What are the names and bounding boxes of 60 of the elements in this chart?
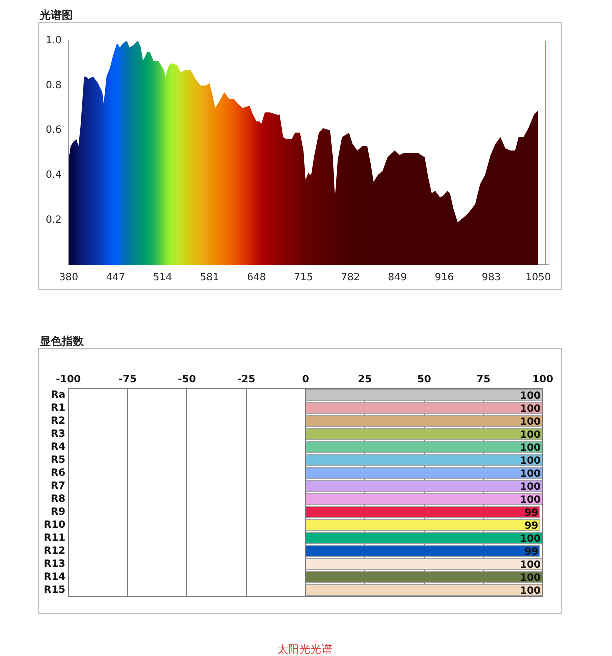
- data-label: 100: [520, 391, 542, 402]
- x-tick-label: 447: [106, 272, 126, 284]
- data-label: 99: [524, 521, 539, 532]
- data-label: 100: [520, 456, 542, 468]
- x-tick-label: 648: [247, 272, 266, 284]
- data-label: 100: [520, 573, 542, 584]
- data-label: 100: [520, 482, 542, 494]
- y-tick-label: 0.4: [46, 170, 62, 181]
- data-label: 100: [520, 534, 542, 546]
- x-tick-label: 916: [435, 272, 454, 284]
- y-tick-label: 0.2: [46, 214, 62, 226]
- chart-title: 光谱图: [40, 8, 74, 22]
- x-tick-label: -25: [237, 374, 256, 386]
- y-tick-label: R6: [50, 468, 66, 480]
- data-label: 100: [520, 560, 542, 572]
- y-tick-label: R4: [50, 442, 66, 454]
- x-tick-label: 25: [358, 374, 372, 386]
- chart-title: 显色指数: [40, 334, 85, 348]
- text: 太阳光光谱: [276, 642, 334, 656]
- y-tick-label: R11: [44, 533, 66, 544]
- data-label: 100: [520, 430, 542, 442]
- x-tick-label: 782: [341, 272, 360, 284]
- data-label: 100: [520, 495, 542, 506]
- data-label: 100: [520, 443, 542, 454]
- data-label: 100: [520, 586, 542, 598]
- data-label: 99: [524, 508, 539, 520]
- y-tick-label: R1: [50, 403, 66, 414]
- y-tick-label: R14: [44, 572, 66, 584]
- y-tick-label: Ra: [51, 390, 66, 402]
- data-label: 100: [520, 404, 542, 416]
- y-tick-label: R15: [44, 585, 66, 596]
- y-tick-label: R9: [50, 507, 66, 518]
- x-tick-label: 380: [59, 272, 78, 284]
- y-tick-label: R10: [44, 520, 66, 532]
- x-tick-label: 50: [417, 374, 432, 386]
- x-tick-label: 0: [302, 374, 310, 386]
- y-tick-label: 0.6: [46, 125, 62, 136]
- x-tick-label: 514: [153, 272, 172, 284]
- data-label: 100: [520, 469, 542, 480]
- x-tick-label: 75: [476, 374, 491, 386]
- x-tick-label: 849: [388, 272, 408, 284]
- x-tick-label: 581: [200, 272, 220, 284]
- y-tick-label: R13: [44, 559, 66, 570]
- y-tick-label: R5: [50, 455, 66, 466]
- y-tick-label: 1.0: [46, 36, 62, 47]
- x-tick-label: -50: [178, 374, 196, 386]
- x-tick-label: 100: [532, 374, 554, 386]
- y-tick-label: R2: [50, 416, 66, 428]
- y-tick-label: R7: [50, 481, 66, 492]
- x-tick-label: 983: [482, 272, 502, 284]
- y-tick-label: 0.8: [46, 80, 62, 92]
- x-tick-label: -75: [118, 374, 137, 386]
- x-tick-label: 715: [294, 272, 314, 284]
- y-tick-label: R8: [50, 494, 66, 506]
- y-tick-label: R12: [44, 546, 66, 558]
- y-tick-label: R3: [50, 429, 66, 440]
- data-label: 100: [520, 417, 542, 428]
- data-label: 99: [524, 547, 539, 558]
- x-tick-label: -100: [56, 374, 82, 386]
- x-tick-label: 1050: [526, 272, 552, 284]
